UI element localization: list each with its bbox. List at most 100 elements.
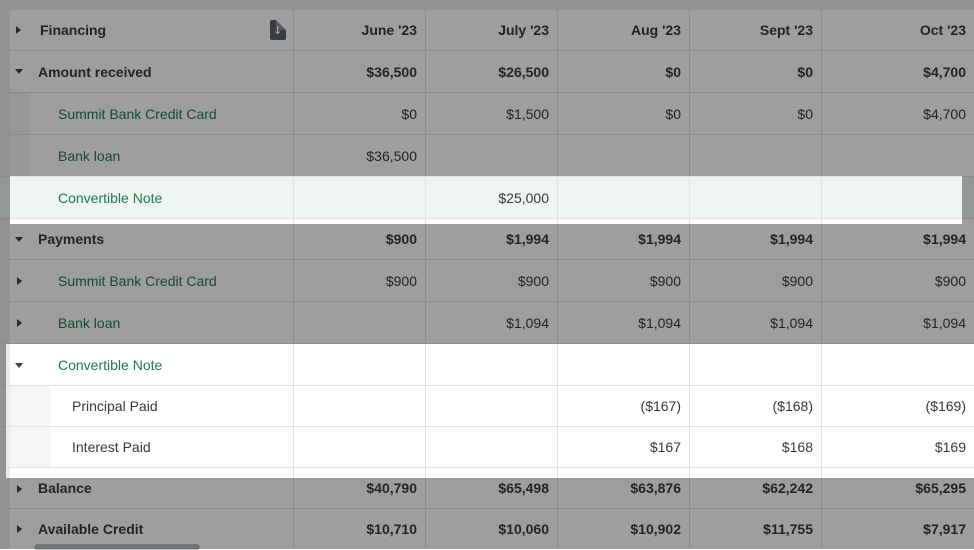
row-label[interactable]: Bank loan [58, 315, 121, 331]
value-cell[interactable]: $65,498 [426, 468, 558, 508]
value-cell[interactable] [426, 135, 558, 176]
value-cell[interactable]: $1,994 [923, 231, 966, 247]
value-cell[interactable] [558, 177, 690, 218]
row-label-cell: Summit Bank Credit Card [0, 93, 294, 134]
table-row-bank-loan-payments[interactable]: Bank loan $1,094 $1,094 $1,094 $1,094 [0, 302, 974, 344]
collapse-arrow-icon[interactable] [15, 237, 23, 242]
value-cell[interactable] [426, 427, 558, 467]
value-cell[interactable] [558, 344, 690, 385]
row-label[interactable]: Summit Bank Credit Card [58, 106, 217, 122]
collapse-arrow-icon[interactable] [15, 363, 23, 368]
table-header-row: Financing June '23 July '23 Aug '23 Sept… [0, 10, 974, 51]
table-row-summit-payments[interactable]: Summit Bank Credit Card $900 $900 $900 $… [0, 260, 974, 302]
value-cell[interactable] [294, 344, 426, 385]
table-row-convertible-payments[interactable]: Convertible Note [0, 344, 974, 386]
value-cell[interactable]: $10,060 [426, 509, 558, 549]
value-cell[interactable]: $900 [558, 260, 690, 301]
table-row-available-credit[interactable]: Available Credit $10,710 $10,060 $10,902… [0, 509, 974, 549]
value-cell[interactable]: $1,994 [426, 219, 558, 259]
value-cell[interactable]: $900 [426, 260, 558, 301]
expand-arrow-icon[interactable] [17, 277, 22, 285]
value-cell[interactable]: ($168) [690, 386, 822, 426]
value-cell[interactable]: $168 [690, 427, 822, 467]
value-cell[interactable] [690, 177, 822, 218]
value-cell[interactable]: $1,094 [690, 302, 822, 343]
value-cell[interactable]: $0 [558, 51, 690, 92]
value-cell[interactable]: $900 [294, 260, 426, 301]
row-label[interactable]: Convertible Note [58, 190, 163, 206]
value-cell[interactable]: $36,500 [294, 135, 426, 176]
row-label[interactable]: Bank loan [58, 148, 121, 164]
value-cell[interactable] [426, 344, 558, 385]
value-cell[interactable]: $10,710 [294, 509, 426, 549]
value-cell[interactable]: $1,094 [426, 302, 558, 343]
value-cell[interactable]: $167 [558, 427, 690, 467]
value-cell[interactable]: $0 [294, 93, 426, 134]
value-cell[interactable] [294, 427, 426, 467]
value-cell[interactable]: $36,500 [294, 51, 426, 92]
header-label-cell: Financing [0, 10, 294, 50]
table-row-bank-loan-received[interactable]: Bank loan $36,500 [0, 135, 974, 177]
value-cell[interactable]: $7,917 [923, 521, 966, 537]
value-cell[interactable]: $1,500 [426, 93, 558, 134]
indent-guide [10, 135, 30, 176]
value-cell[interactable]: $0 [558, 93, 690, 134]
table-row-amount-received[interactable]: Amount received $36,500 $26,500 $0 $0 $4… [0, 51, 974, 93]
value-cell[interactable] [822, 344, 974, 385]
table-row-balance[interactable]: Balance $40,790 $65,498 $63,876 $62,242 … [0, 468, 974, 509]
expand-arrow-icon[interactable] [17, 319, 22, 327]
value-cell[interactable]: $62,242 [690, 468, 822, 508]
value-cell[interactable]: $1,994 [558, 219, 690, 259]
collapse-arrow-icon[interactable] [15, 69, 23, 74]
value-cell[interactable] [822, 135, 974, 176]
row-label: Principal Paid [72, 398, 158, 414]
value-cell[interactable] [690, 135, 822, 176]
value-cell[interactable]: $26,500 [426, 51, 558, 92]
row-label[interactable]: Summit Bank Credit Card [58, 273, 217, 289]
value-cell[interactable]: ($169) [925, 398, 966, 414]
value-cell[interactable]: $4,700 [923, 63, 966, 80]
value-cell[interactable]: $900 [934, 272, 966, 289]
value-cell[interactable] [690, 344, 822, 385]
value-cell[interactable]: $10,902 [558, 509, 690, 549]
value-cell[interactable] [822, 177, 974, 218]
value-cell[interactable]: $1,094 [923, 314, 966, 331]
value-cell[interactable] [294, 386, 426, 426]
table-row-summit-received[interactable]: Summit Bank Credit Card $0 $1,500 $0 $0 … [0, 93, 974, 135]
row-label-cell: Convertible Note [0, 177, 294, 218]
value-cell[interactable]: $65,295 [915, 480, 966, 496]
value-cell[interactable]: $4,700 [923, 105, 966, 122]
value-cell[interactable] [294, 302, 426, 343]
value-cell[interactable] [294, 177, 426, 218]
expand-arrow-icon[interactable] [17, 485, 22, 493]
value-cell[interactable]: $1,994 [690, 219, 822, 259]
row-label: Amount received [38, 64, 152, 80]
row-label-cell: Available Credit [0, 509, 294, 549]
row-label-cell: Bank loan [0, 135, 294, 176]
download-file-icon[interactable] [270, 20, 286, 40]
table-row-payments[interactable]: Payments $900 $1,994 $1,994 $1,994 $1,99… [0, 219, 974, 260]
value-cell[interactable]: ($167) [558, 386, 690, 426]
value-cell[interactable]: $40,790 [294, 468, 426, 508]
value-cell[interactable] [558, 135, 690, 176]
table-row-convertible-received[interactable]: Convertible Note $25,000 [0, 177, 974, 219]
horizontal-scrollbar[interactable] [34, 544, 200, 550]
row-label-cell: Summit Bank Credit Card [0, 260, 294, 301]
value-cell[interactable]: $1,094 [558, 302, 690, 343]
value-cell[interactable]: $11,755 [690, 509, 822, 549]
value-cell[interactable]: $63,876 [558, 468, 690, 508]
value-cell[interactable]: $0 [690, 51, 822, 92]
row-label[interactable]: Convertible Note [58, 357, 163, 373]
row-label-cell: Balance [0, 468, 294, 508]
row-label-cell: Convertible Note [0, 344, 294, 385]
table-row-principal-paid[interactable]: Principal Paid ($167) ($168) ($169) [0, 386, 974, 427]
table-row-interest-paid[interactable]: Interest Paid $167 $168 $169 [0, 427, 974, 468]
expand-arrow-icon[interactable] [17, 525, 22, 533]
value-cell[interactable]: $900 [294, 219, 426, 259]
value-cell[interactable]: $169 [934, 439, 966, 455]
value-cell[interactable]: $0 [690, 93, 822, 134]
value-cell[interactable] [426, 386, 558, 426]
expand-arrow-icon[interactable] [16, 26, 21, 34]
value-cell[interactable]: $25,000 [426, 177, 558, 218]
value-cell[interactable]: $900 [690, 260, 822, 301]
